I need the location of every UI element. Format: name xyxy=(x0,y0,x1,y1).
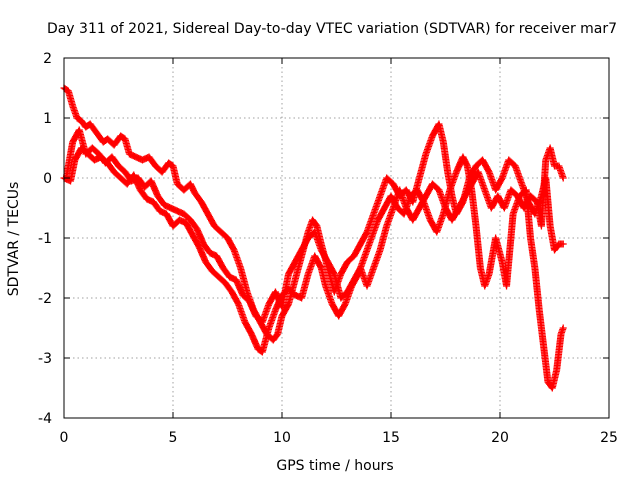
y-tick-label: -4 xyxy=(38,411,52,427)
y-tick-label: -2 xyxy=(38,291,52,307)
x-tick-label: 25 xyxy=(600,430,618,446)
x-tick-label: 15 xyxy=(382,430,400,446)
x-tick-label: 0 xyxy=(60,430,69,446)
y-tick-label: 1 xyxy=(43,111,52,127)
grid xyxy=(64,58,609,418)
data-point xyxy=(559,240,567,248)
y-tick-label: 2 xyxy=(43,51,52,67)
y-axis-label: SDTVAR / TECUs xyxy=(6,182,22,297)
y-tick-label: 0 xyxy=(43,171,52,187)
y-tick-label: -3 xyxy=(38,351,52,367)
x-tick-label: 10 xyxy=(273,430,291,446)
x-tick-label: 20 xyxy=(491,430,509,446)
data-points xyxy=(60,84,567,392)
data-point xyxy=(559,324,567,332)
x-tick-label: 5 xyxy=(169,430,178,446)
axis-ticks: 0 5 10 15 20 25 -4 -3 -2 -1 0 1 2 xyxy=(38,51,618,446)
x-axis-label: GPS time / hours xyxy=(276,458,393,474)
data-point xyxy=(559,174,567,182)
chart-title: Day 311 of 2021, Sidereal Day-to-day VTE… xyxy=(47,21,617,37)
y-tick-label: -1 xyxy=(38,231,52,247)
